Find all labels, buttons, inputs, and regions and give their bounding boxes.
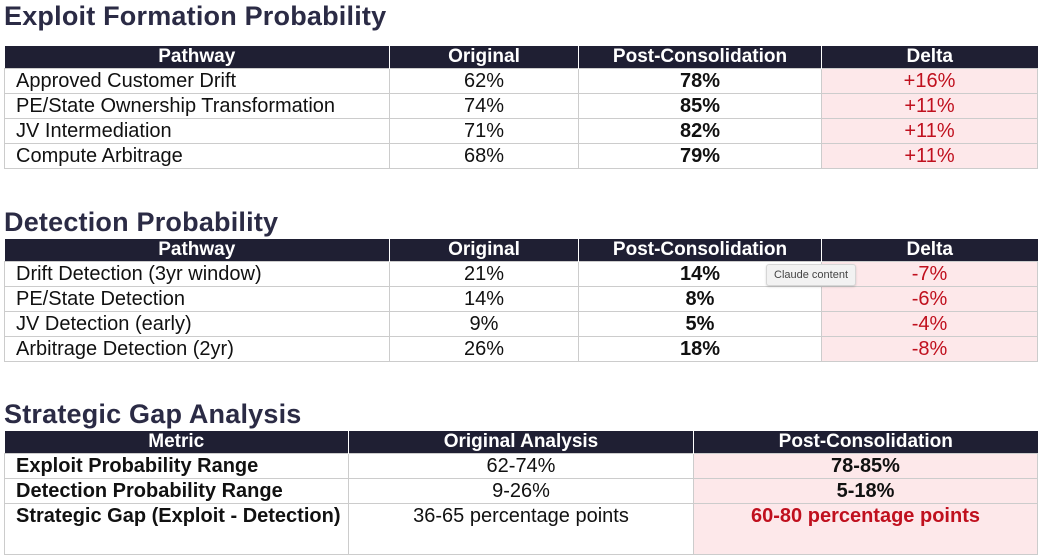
post-cell: 78-85% bbox=[693, 453, 1038, 479]
original-cell: 26% bbox=[389, 336, 579, 362]
post-cell: 85% bbox=[578, 93, 822, 119]
table-row: Approved Customer Drift 62% 78% +16% bbox=[4, 68, 1038, 94]
post-cell: 8% bbox=[578, 286, 822, 312]
table-header-row: Pathway Original Post-Consolidation Delt… bbox=[4, 46, 1038, 69]
header-delta: Delta bbox=[821, 239, 1038, 262]
exploit-table: Pathway Original Post-Consolidation Delt… bbox=[4, 46, 1038, 169]
pathway-cell: Approved Customer Drift bbox=[4, 68, 390, 94]
table-row: Arbitrage Detection (2yr) 26% 18% -8% bbox=[4, 336, 1038, 362]
pathway-cell: JV Detection (early) bbox=[4, 311, 390, 337]
pathway-cell: Arbitrage Detection (2yr) bbox=[4, 336, 390, 362]
original-cell: 9% bbox=[389, 311, 579, 337]
detection-title: Detection Probability bbox=[4, 207, 279, 237]
table-header-row: Metric Original Analysis Post-Consolidat… bbox=[4, 431, 1038, 454]
post-cell: 82% bbox=[578, 118, 822, 144]
pathway-cell: Compute Arbitrage bbox=[4, 143, 390, 169]
table-row: JV Detection (early) 9% 5% -4% bbox=[4, 311, 1038, 337]
header-pathway: Pathway bbox=[4, 46, 390, 69]
metric-cell: Detection Probability Range bbox=[4, 478, 349, 504]
post-cell: 78% bbox=[578, 68, 822, 94]
post-cell: 79% bbox=[578, 143, 822, 169]
delta-cell: +11% bbox=[821, 93, 1038, 119]
pathway-cell: Drift Detection (3yr window) bbox=[4, 261, 390, 287]
table-row: JV Intermediation 71% 82% +11% bbox=[4, 118, 1038, 144]
delta-cell: -6% bbox=[821, 286, 1038, 312]
exploit-title: Exploit Formation Probability bbox=[4, 1, 387, 31]
metric-cell: Strategic Gap (Exploit - Detection) bbox=[4, 503, 349, 555]
header-pathway: Pathway bbox=[4, 239, 390, 262]
delta-cell: +11% bbox=[821, 143, 1038, 169]
delta-cell: +16% bbox=[821, 68, 1038, 94]
delta-cell: -7% bbox=[821, 261, 1038, 287]
detection-table: Pathway Original Post-Consolidation Delt… bbox=[4, 239, 1038, 362]
original-cell: 62-74% bbox=[348, 453, 694, 479]
post-cell: 60-80 percentage points bbox=[693, 503, 1038, 555]
pathway-cell: PE/State Ownership Transformation bbox=[4, 93, 390, 119]
header-delta: Delta bbox=[821, 46, 1038, 69]
original-cell: 21% bbox=[389, 261, 579, 287]
delta-cell: -4% bbox=[821, 311, 1038, 337]
header-original: Original bbox=[389, 239, 579, 262]
table-row: Detection Probability Range 9-26% 5-18% bbox=[4, 478, 1038, 504]
table-row: PE/State Detection 14% 8% -6% bbox=[4, 286, 1038, 312]
table-row: PE/State Ownership Transformation 74% 85… bbox=[4, 93, 1038, 119]
original-cell: 9-26% bbox=[348, 478, 694, 504]
original-cell: 36-65 percentage points bbox=[348, 503, 694, 555]
delta-cell: +11% bbox=[821, 118, 1038, 144]
header-original-analysis: Original Analysis bbox=[348, 431, 694, 454]
table-row: Compute Arbitrage 68% 79% +11% bbox=[4, 143, 1038, 169]
header-metric: Metric bbox=[4, 431, 349, 454]
table-header-row: Pathway Original Post-Consolidation Delt… bbox=[4, 239, 1038, 262]
post-cell: 5% bbox=[578, 311, 822, 337]
pathway-cell: PE/State Detection bbox=[4, 286, 390, 312]
post-cell: 18% bbox=[578, 336, 822, 362]
header-post: Post-Consolidation bbox=[693, 431, 1038, 454]
original-cell: 14% bbox=[389, 286, 579, 312]
metric-cell: Exploit Probability Range bbox=[4, 453, 349, 479]
gap-table: Metric Original Analysis Post-Consolidat… bbox=[4, 431, 1038, 555]
original-cell: 62% bbox=[389, 68, 579, 94]
gap-title: Strategic Gap Analysis bbox=[4, 399, 302, 429]
header-original: Original bbox=[389, 46, 579, 69]
original-cell: 74% bbox=[389, 93, 579, 119]
table-row: Exploit Probability Range 62-74% 78-85% bbox=[4, 453, 1038, 479]
hover-tooltip: Claude content bbox=[766, 264, 856, 286]
table-row: Strategic Gap (Exploit - Detection) 36-6… bbox=[4, 503, 1038, 555]
delta-cell: -8% bbox=[821, 336, 1038, 362]
post-cell: 5-18% bbox=[693, 478, 1038, 504]
table-row: Drift Detection (3yr window) 21% 14% -7% bbox=[4, 261, 1038, 287]
original-cell: 71% bbox=[389, 118, 579, 144]
header-post: Post-Consolidation bbox=[578, 239, 822, 262]
original-cell: 68% bbox=[389, 143, 579, 169]
header-post: Post-Consolidation bbox=[578, 46, 822, 69]
pathway-cell: JV Intermediation bbox=[4, 118, 390, 144]
